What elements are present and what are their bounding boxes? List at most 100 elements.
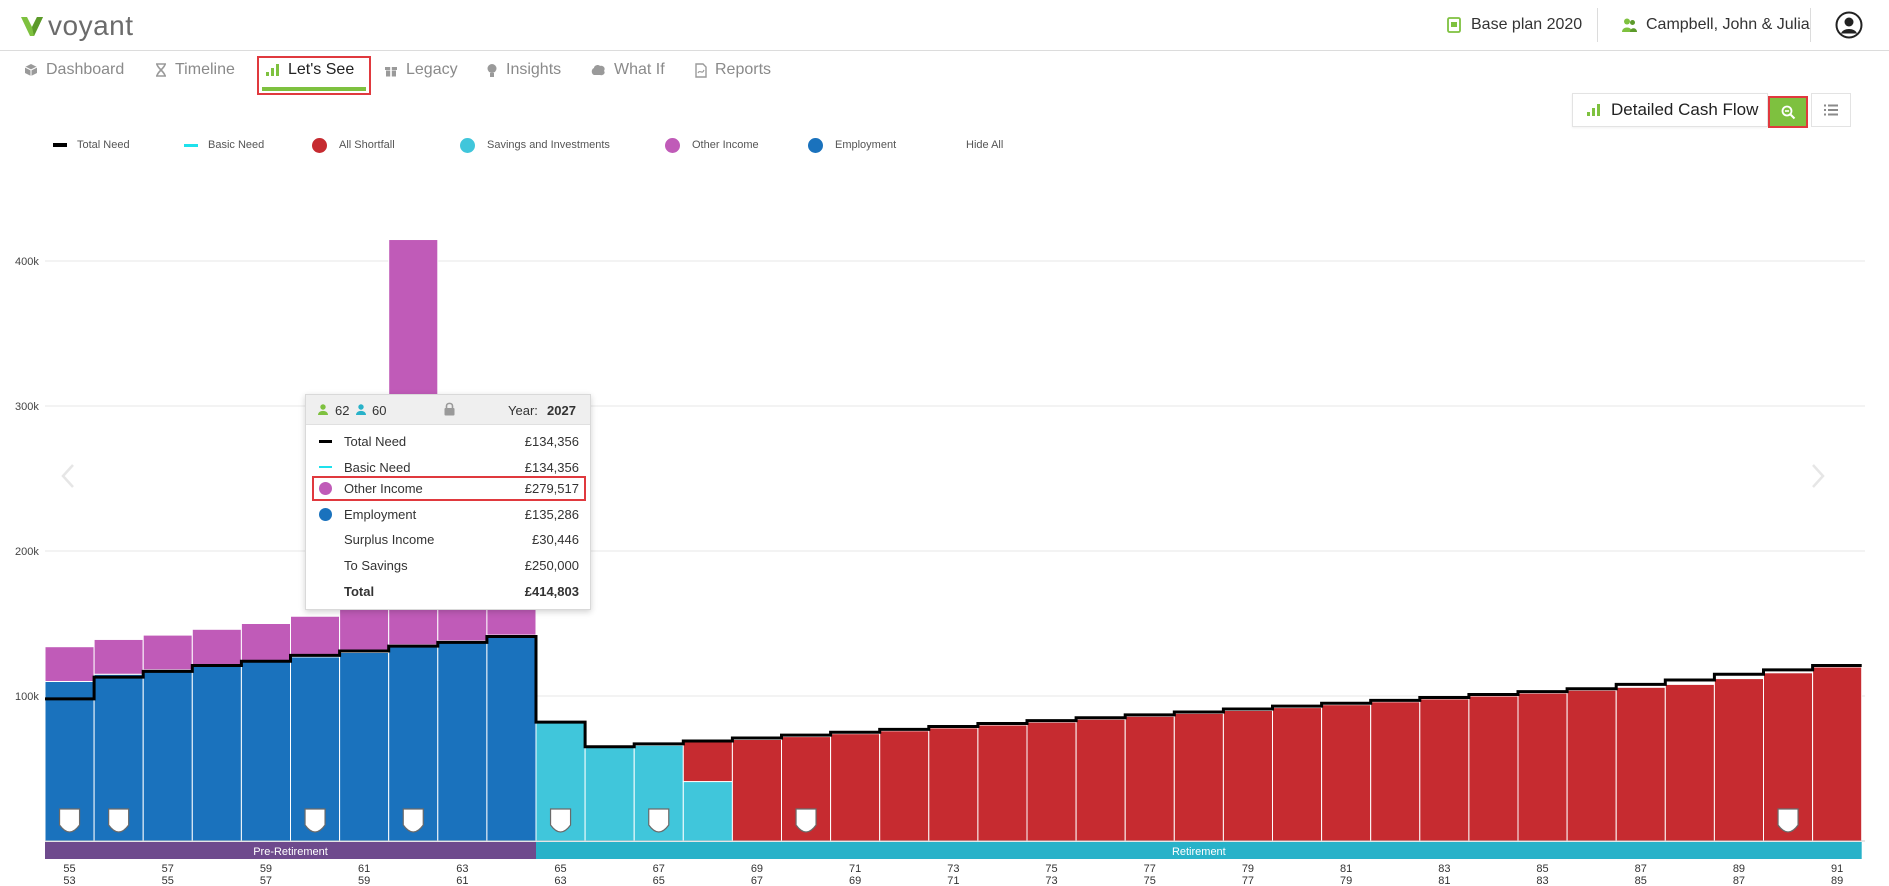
tooltip-row-value: £135,286 [524, 506, 579, 522]
brand-name: voyant [48, 10, 134, 41]
x-tick-age-john: 75 [1045, 863, 1057, 875]
phase-label: Retirement [1172, 846, 1226, 858]
legend-hide-all[interactable]: Hide All [966, 136, 1003, 154]
x-tick-age-john: 87 [1635, 863, 1647, 875]
tab-label: What If [614, 61, 665, 78]
x-tick-age-john: 63 [456, 863, 468, 875]
tooltip-row-label: Total [344, 583, 375, 599]
y-tick-label: 300k [15, 401, 39, 413]
cube-icon [24, 64, 38, 76]
tooltip-row-value: £279,517 [524, 480, 579, 496]
view-selector-button[interactable]: Detailed Cash Flow [1572, 93, 1768, 127]
voyant-logo-icon [21, 17, 43, 36]
zoom-out-icon [1781, 105, 1795, 119]
x-tick-age-john: 67 [653, 863, 665, 875]
client-selector[interactable]: Campbell, John & Julia [1621, 0, 1810, 50]
legend-label: Hide All [966, 139, 1004, 151]
x-tick-age-julia: 83 [1536, 875, 1548, 886]
tooltip-row-label: Employment [344, 506, 417, 522]
tooltip-row-surplus-income: Surplus Income £30,446 [306, 528, 592, 550]
x-tick-age-john: 77 [1144, 863, 1156, 875]
tab-legacy[interactable]: Legacy [384, 52, 458, 88]
tab-insights[interactable]: Insights [486, 52, 561, 88]
bar-segment-other-income [142, 634, 193, 671]
legend-line-swatch [184, 143, 198, 147]
tooltip-year-label: Year: [508, 403, 538, 418]
voyant-logo[interactable]: voyant [20, 10, 134, 42]
tooltip-row-label: To Savings [344, 557, 408, 573]
legend-item-basic-need[interactable]: Basic Need [184, 136, 264, 154]
client-name: Campbell, John & Julia [1646, 16, 1810, 33]
zoom-button[interactable] [1768, 96, 1808, 128]
bar-segment-employment [437, 640, 488, 842]
tooltip-row-basic-need: Basic Need £134,356 [306, 456, 592, 478]
tooltip-row-total-need: Total Need £134,356 [306, 430, 592, 452]
legend-item-savings[interactable]: Savings and Investments [460, 136, 610, 154]
x-tick-age-john: 81 [1340, 863, 1352, 875]
bar-segment-employment [486, 634, 537, 842]
main-nav: Dashboard Timeline Let's See Legacy Insi… [0, 52, 1889, 92]
x-tick-age-john: 65 [554, 863, 566, 875]
x-tick-age-julia: 75 [1144, 875, 1156, 886]
event-marker-icon [402, 808, 424, 833]
bar-segment-shortfall [731, 739, 783, 842]
plan-document-icon [1447, 17, 1461, 33]
tab-lets-see[interactable]: Let's See [266, 52, 354, 88]
bar-chart-icon [1587, 104, 1600, 116]
bar-chart-icon [266, 64, 279, 76]
tab-reports[interactable]: Reports [695, 52, 771, 88]
user-avatar-icon [1835, 11, 1863, 39]
user-menu[interactable] [1835, 0, 1863, 50]
tab-label: Insights [506, 61, 562, 78]
bar-segment-shortfall [928, 727, 979, 842]
legend-item-total-need[interactable]: Total Need [53, 136, 130, 154]
tooltip-row-total: Total £414,803 [306, 580, 592, 602]
bar-segment-savings [584, 746, 635, 842]
tooltip-row-other-income: Other Income £279,517 [306, 477, 592, 499]
phase-bar [536, 842, 1862, 859]
x-tick-age-julia: 89 [1831, 875, 1843, 886]
plan-selector[interactable]: Base plan 2020 [1447, 0, 1582, 50]
x-tick-age-julia: 71 [947, 875, 959, 886]
x-tick-age-john: 89 [1733, 863, 1745, 875]
legend-item-employment[interactable]: Employment [808, 136, 896, 154]
x-tick-age-john: 83 [1438, 863, 1450, 875]
data-tooltip: 62 60 Year: 2027 Total Need £134,356 Bas… [305, 394, 591, 610]
person-icon [356, 404, 366, 415]
bar-segment-shortfall [1026, 721, 1077, 842]
list-view-button[interactable] [1811, 93, 1851, 127]
hourglass-icon [156, 63, 166, 77]
line-marker [319, 440, 332, 443]
tab-dashboard[interactable]: Dashboard [24, 52, 124, 88]
top-header: voyant Base plan 2020 Campbell, John & J… [0, 0, 1889, 51]
tooltip-row-highlight [312, 476, 586, 501]
legend-label: Other Income [692, 139, 759, 151]
lock-icon[interactable] [443, 402, 456, 416]
legend-item-other-income[interactable]: Other Income [665, 136, 759, 154]
y-tick-label: 200k [15, 546, 39, 558]
bar-segment-shortfall [977, 724, 1028, 842]
chevron-left-icon[interactable] [60, 462, 76, 490]
bar-segment-shortfall [1713, 678, 1765, 842]
x-tick-age-julia: 77 [1242, 875, 1254, 886]
event-marker-icon [58, 808, 81, 833]
bar-segment-employment [339, 652, 390, 842]
x-tick-age-john: 61 [358, 863, 370, 875]
x-tick-age-john: 57 [162, 863, 174, 875]
brain-icon [591, 64, 605, 75]
x-tick-age-julia: 59 [358, 875, 370, 886]
tooltip-row-label: Other Income [344, 480, 423, 496]
tab-timeline[interactable]: Timeline [155, 52, 235, 88]
total-need-line [45, 635, 1862, 749]
chevron-right-icon[interactable] [1810, 462, 1826, 490]
bar-segment-shortfall [1222, 710, 1274, 842]
tab-label: Let's See [288, 61, 355, 78]
tab-what-if[interactable]: What If [591, 52, 665, 88]
active-tab-highlight [257, 56, 371, 95]
x-tick-age-julia: 61 [456, 875, 468, 886]
x-tick-age-julia: 69 [849, 875, 861, 886]
legend-item-all-shortfall[interactable]: All Shortfall [312, 136, 395, 154]
bar-segment-other-income [290, 615, 341, 658]
tooltip-age-julia: 60 [372, 403, 387, 418]
